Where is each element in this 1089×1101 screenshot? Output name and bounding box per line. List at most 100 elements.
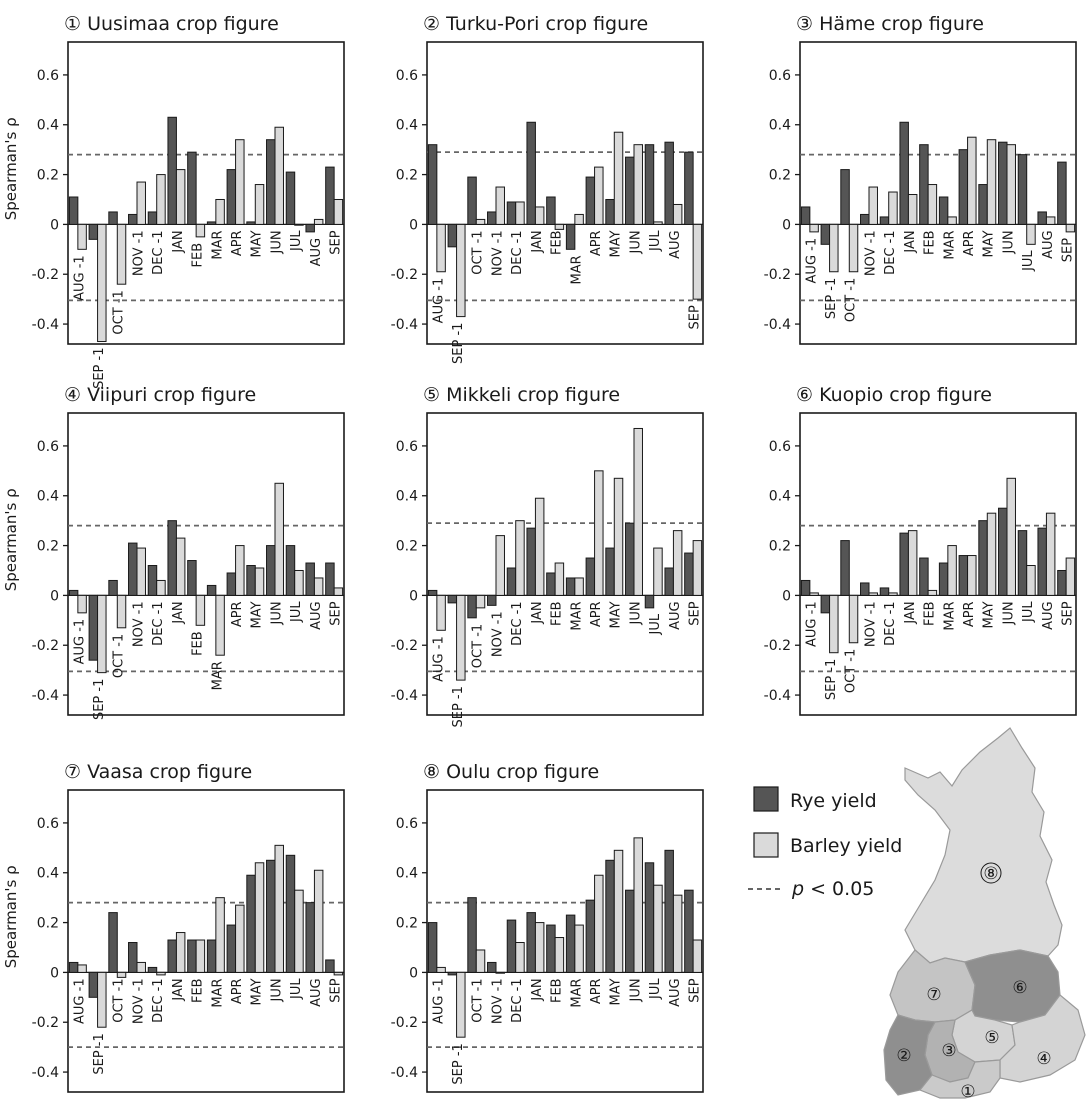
x-tick-label: OCT -1 [112,634,127,678]
y-tick-label: -0.4 [764,688,791,704]
y-tick-label: 0.6 [37,816,59,832]
y-tick-label: -0.4 [391,1065,418,1081]
legend-barley-label: Barley yield [790,835,902,857]
rye-bar [860,213,870,225]
y-axis-label: Spearman's ρ [2,117,20,220]
chart-panel-3: ③ Häme crop figure 0.6 0.4 0.2 0 -0.2 -0.4 AUG … [764,13,1077,345]
chart-title: ③ Häme crop figure [796,13,984,35]
barley-bar [986,139,997,225]
barley-bar [927,589,938,596]
rye-bar [88,971,99,998]
barley-bar [456,594,466,681]
rye-bar [546,572,556,596]
legend-barley-swatch [753,832,779,858]
x-tick-label: DEC -1 [510,230,525,274]
x-tick-label: JUN [628,601,643,625]
chart-title: ⑦ Vaasa crop figure [64,761,252,783]
barley-bar [116,594,127,629]
x-tick-label: AUG [668,601,683,629]
x-tick-label: SEP [1061,601,1076,625]
plot-frame [426,412,704,716]
barley-bar [907,194,918,225]
rye-bar [899,532,909,596]
barley-bar [534,497,545,596]
x-tick-label: NOV -1 [863,601,878,647]
x-tick-label: SEP [329,978,344,1002]
y-tick-label: 0.4 [769,118,791,134]
y-tick-label: -0.2 [391,267,418,283]
x-tick-label: AUG [1041,230,1056,258]
barley-bar [868,186,878,225]
rye-bar [684,552,694,596]
barley-bar [436,966,446,973]
x-tick-label: MAY [250,230,265,257]
map-region-uusimaa [919,1059,1001,1099]
barley-bar [436,594,446,631]
x-tick-label: MAY [250,978,265,1005]
barley-bar [215,897,225,973]
y-tick-label: 0.4 [37,866,59,882]
barley-bar [294,889,304,973]
barley-bar [927,184,938,225]
barley-bar [333,198,344,225]
x-tick-label: APR [589,978,604,1004]
rye-bar [998,141,1008,225]
x-tick-label: APR [230,230,245,256]
barley-bar [274,844,284,973]
rye-bar [506,919,517,973]
map-label-vaasa: ⑦ [926,985,941,1005]
x-tick-label: JUL [648,978,663,1000]
y-tick-label: 0 [50,965,59,981]
x-tick-label: JAN [530,978,545,1001]
y-tick-label: -0.2 [32,1015,59,1031]
rye-bar [88,594,99,661]
rye-bar [167,939,177,973]
barley-bar [633,144,643,225]
rye-bar [467,176,477,225]
barley-bar [313,218,324,225]
barley-bar [195,939,206,973]
rye-bar [147,966,158,973]
chart-title: ① Uusimaa crop figure [64,13,279,35]
barley-bar [274,482,284,596]
chart-title: ⑤ Mikkeli crop figure [423,384,620,406]
x-tick-label: NOV -1 [490,978,505,1024]
x-tick-label: SEP [329,230,344,254]
x-tick-label: AUG -1 [431,278,446,324]
x-tick-label: AUG -1 [72,978,87,1024]
rye-bar [427,589,438,596]
map-label-turku-pori: ② [896,1046,911,1066]
barley-bar [1045,512,1056,596]
rye-bar [487,961,497,973]
rye-bar [546,924,556,973]
rye-bar [266,859,276,973]
y-tick-label: -0.2 [32,638,59,654]
y-tick-label: -0.2 [764,267,791,283]
rye-bar [325,166,335,225]
barley-bar [1026,223,1036,245]
x-tick-label: NOV -1 [131,978,146,1024]
x-tick-label: MAR [210,978,225,1007]
y-tick-label: 0.4 [37,489,59,505]
rye-bar [1017,530,1028,596]
barley-bar [175,537,186,596]
y-tick-label: 0.6 [37,68,59,84]
map-label-mikkeli: ⑤ [984,1028,999,1048]
rye-bar [266,545,276,596]
legend-rye-swatch [753,786,779,812]
rye-bar [565,223,576,250]
x-tick-label: OCT -1 [112,978,127,1022]
y-tick-label: -0.4 [764,317,791,333]
rye-bar [879,216,890,225]
barley-bar [235,545,245,596]
barley-bar [672,203,683,225]
barley-bar [888,592,898,596]
plot-frame [426,789,704,1093]
barley-bar [574,577,584,596]
barley-bar [1065,557,1076,596]
x-tick-label: JAN [171,601,186,624]
barley-bar [653,547,663,596]
rye-bar [128,942,138,973]
x-tick-label: JUN [269,978,284,1002]
x-tick-label: APR [962,230,977,256]
